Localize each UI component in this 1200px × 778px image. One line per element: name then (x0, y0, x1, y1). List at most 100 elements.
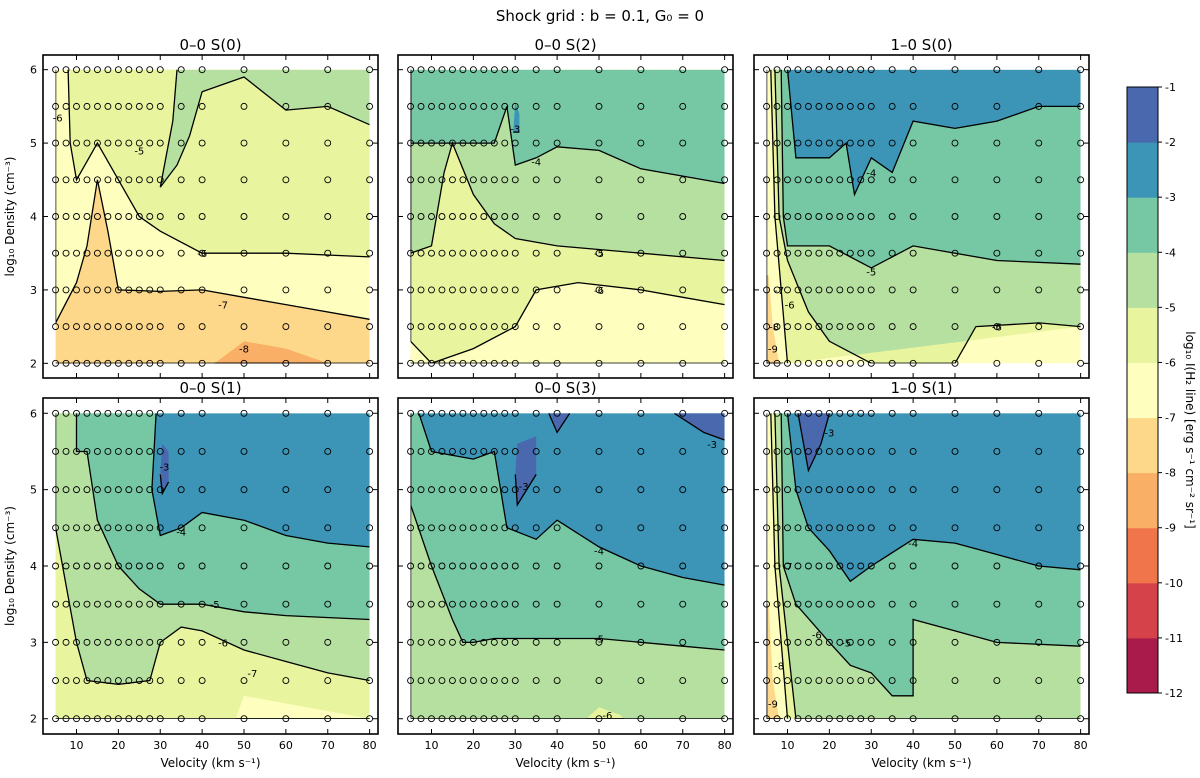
contour-band (55, 69, 370, 323)
grid-point (73, 524, 80, 532)
grid-point (62, 139, 70, 147)
grid-point (480, 323, 488, 331)
grid-point (198, 359, 206, 367)
grid-point (846, 409, 854, 417)
panel-5: -3 -3 -4 -5 -6 10 20 30 40 50 60 70 80 Velocity (km s… (397, 379, 734, 770)
grid-point (595, 600, 603, 608)
grid-point (407, 638, 415, 646)
grid-point (595, 486, 603, 494)
grid-point (146, 139, 154, 147)
contour-fills (766, 69, 1081, 364)
grid-point (951, 486, 959, 494)
colorbar-tick-label: -7 (1165, 412, 1176, 425)
grid-point (282, 600, 290, 608)
grid-point (511, 286, 519, 294)
grid-point (324, 176, 332, 184)
contour-label: -4 (176, 528, 186, 539)
contour-fills (766, 413, 1081, 719)
grid-point (282, 409, 290, 417)
grid-point (125, 286, 133, 294)
grid-point (721, 139, 729, 147)
grid-point (721, 102, 729, 110)
grid-point (93, 323, 101, 331)
grid-point (763, 286, 771, 294)
grid-point (909, 600, 917, 608)
grid-point (909, 139, 917, 147)
grid-point (83, 638, 91, 646)
contour-line (159, 474, 170, 496)
grid-point (993, 524, 1001, 532)
grid-point (366, 638, 374, 646)
contour-label: -7 (218, 301, 228, 312)
grid-point (428, 323, 435, 331)
grid-point (773, 213, 781, 220)
contour-label: -9 (768, 699, 778, 710)
grid-point (501, 448, 509, 455)
grid-point (721, 677, 729, 684)
grid-point (324, 102, 332, 110)
grid-point (763, 448, 771, 455)
grid-point (595, 213, 603, 220)
grid-point (532, 409, 540, 417)
grid-point (104, 323, 112, 331)
grid-point (1077, 102, 1085, 110)
contour-line (786, 413, 1081, 583)
grid-point (867, 213, 875, 220)
grid-point (459, 323, 467, 331)
grid-point (240, 176, 248, 184)
grid-point (240, 409, 248, 417)
grid-point (407, 139, 415, 147)
grid-point (679, 323, 687, 331)
grid-point (83, 600, 91, 608)
grid-point (595, 102, 603, 110)
grid-point (156, 213, 164, 220)
grid-point (114, 409, 122, 417)
grid-point (1035, 600, 1043, 608)
grid-point (825, 409, 833, 417)
grid-point (417, 448, 425, 455)
contour-line (786, 69, 1081, 197)
grid-point (240, 359, 248, 367)
grid-point (867, 286, 875, 294)
grid-point (490, 359, 498, 367)
grid-point (888, 448, 896, 455)
grid-point (73, 562, 80, 570)
contour-label: -5 (594, 249, 604, 260)
contour-band (55, 527, 370, 719)
grid-point (679, 359, 687, 367)
grid-points (52, 66, 374, 367)
grid-point (177, 715, 185, 723)
grid-point (438, 249, 446, 257)
grid-point (763, 524, 771, 532)
grid-point (73, 286, 80, 294)
grid-point (490, 66, 498, 74)
grid-point (595, 139, 603, 147)
grid-point (1077, 409, 1085, 417)
grid-point (857, 213, 865, 220)
contour-fills (55, 413, 370, 719)
grid-point (114, 286, 122, 294)
grid-point (784, 524, 791, 532)
grid-point (721, 249, 729, 257)
grid-point (417, 102, 425, 110)
grid-point (857, 600, 865, 608)
grid-point (784, 638, 791, 646)
grid-point (553, 677, 561, 684)
grid-point (888, 323, 896, 331)
grid-point (198, 715, 206, 723)
grid-point (177, 102, 185, 110)
grid-point (417, 139, 425, 147)
colorbar-segment (1127, 417, 1158, 474)
panel-1: -6 -5 -6 -7 -8 2 3 4 5 6 log₁₀ Density (cm⁻³) 0–0 S… (3, 36, 379, 379)
grid-point (1077, 139, 1085, 147)
x-tick-label: 10 (781, 739, 795, 752)
grid-point (794, 249, 802, 257)
colorbar-segment (1127, 87, 1158, 143)
grid-point (501, 409, 509, 417)
grid-point (428, 213, 435, 220)
grid-point (804, 524, 812, 532)
grid-point (763, 66, 771, 74)
grid-point (595, 524, 603, 532)
contour-label: -5 (866, 268, 876, 279)
